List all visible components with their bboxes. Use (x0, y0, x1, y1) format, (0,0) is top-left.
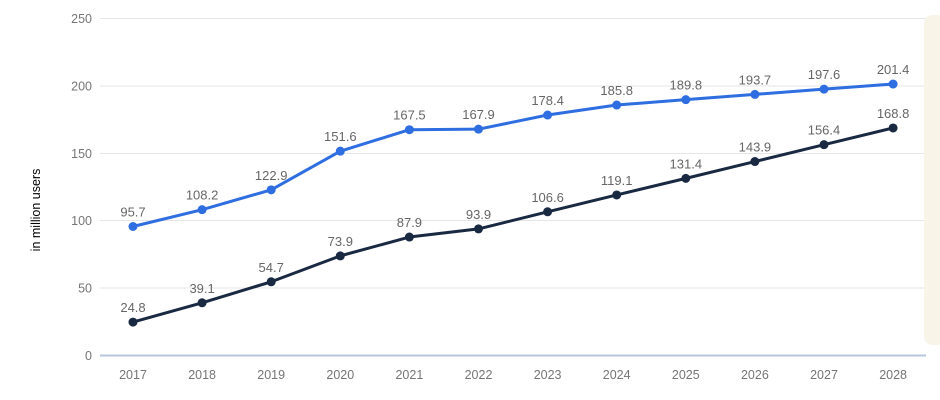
grid-layer (100, 18, 926, 357)
x-tick-label: 2025 (672, 368, 700, 382)
lower-dark-navy-series-point[interactable] (888, 123, 898, 133)
lower-dark-navy-series-point-label: 119.1 (601, 173, 633, 188)
lower-dark-navy-series-point[interactable] (335, 251, 345, 261)
lower-dark-navy-series-line (131, 126, 895, 324)
upper-blue-series-point[interactable] (543, 110, 553, 120)
x-tick-label: 2024 (603, 368, 631, 382)
y-tick-label: 250 (71, 12, 92, 26)
lower-dark-navy-series-point[interactable] (750, 157, 760, 167)
lower-dark-navy-series-point[interactable] (612, 190, 622, 200)
lower-dark-navy-series-point[interactable] (681, 173, 691, 183)
upper-blue-series-line (131, 82, 895, 228)
y-tick-label: 150 (71, 147, 92, 161)
upper-blue-series-point-label: 193.7 (739, 72, 772, 87)
lower-dark-navy-series-point-label: 143.9 (739, 140, 772, 155)
y-tick-label: 0 (85, 349, 92, 363)
x-tick-label: 2021 (395, 368, 423, 382)
lower-dark-navy-series-point-label: 87.9 (397, 215, 422, 230)
x-tick-label: 2022 (465, 368, 493, 382)
lower-dark-navy-series-point[interactable] (543, 207, 553, 217)
lower-dark-navy-series-point-label: 168.8 (877, 106, 910, 121)
upper-blue-series-point-label: 108.2 (186, 188, 219, 203)
lower-dark-navy-series-point-label: 93.9 (466, 207, 491, 222)
upper-blue-series-point[interactable] (197, 205, 207, 215)
lower-dark-navy-series-point-label: 106.6 (531, 190, 564, 205)
upper-blue-series-point[interactable] (266, 185, 276, 195)
upper-blue-series-point-label: 167.5 (393, 108, 426, 123)
upper-blue-series-point-label: 151.6 (324, 129, 357, 144)
upper-blue-series-point-label: 201.4 (877, 62, 910, 77)
upper-blue-series-point-label: 189.8 (670, 78, 703, 93)
y-tick-label: 50 (78, 282, 92, 296)
lower-dark-navy-series-point[interactable] (404, 232, 414, 242)
lower-dark-navy-series-point[interactable] (474, 224, 483, 234)
upper-blue-series-point-label: 185.8 (600, 83, 633, 98)
axis-layer: in million users 0 50 100 150 200 250 2017 2018… (29, 12, 907, 382)
upper-blue-series-point[interactable] (335, 146, 345, 156)
upper-blue-series-point[interactable] (612, 100, 622, 110)
upper-blue-series-point[interactable] (888, 79, 898, 89)
x-tick-label: 2019 (257, 368, 285, 382)
y-tick-label: 100 (71, 214, 92, 228)
upper-blue-series-point-label: 167.9 (462, 107, 495, 122)
lower-dark-navy-series-point[interactable] (266, 277, 276, 287)
lower-dark-navy-series-point[interactable] (197, 298, 207, 308)
upper-blue-series-point[interactable] (819, 84, 829, 94)
upper-blue-series-point[interactable] (681, 95, 691, 105)
x-tick-label: 2017 (119, 368, 147, 382)
page-background-strip (924, 15, 940, 345)
upper-blue-series-point-label: 95.7 (120, 204, 145, 219)
y-axis-title: in million users (29, 169, 43, 252)
upper-blue-series-point[interactable] (474, 124, 483, 134)
lower-dark-navy-series-point-label: 156.4 (808, 123, 841, 138)
x-tick-label: 2023 (534, 368, 562, 382)
lower-dark-navy-series-point-label: 131.4 (670, 156, 703, 171)
lower-dark-navy-series-point[interactable] (128, 317, 138, 327)
series-layer (128, 79, 898, 327)
lower-dark-navy-series-point[interactable] (819, 140, 829, 150)
y-tick-label: 200 (71, 79, 92, 93)
point-label-layer: 95.7 108.2 122.9 151.6 167.5 167.9 178.4 185.8 1… (120, 62, 909, 315)
upper-blue-series-point-label: 122.9 (255, 168, 288, 183)
x-tick-label: 2028 (879, 368, 907, 382)
lower-dark-navy-series-point-label: 54.7 (259, 260, 284, 275)
upper-blue-series-point[interactable] (750, 89, 760, 99)
x-tick-label: 2026 (741, 368, 769, 382)
upper-blue-series-point[interactable] (404, 125, 414, 135)
x-tick-label: 2018 (188, 368, 216, 382)
x-tick-label: 2020 (326, 368, 354, 382)
lower-dark-navy-series-point-label: 39.1 (189, 281, 214, 296)
lower-dark-navy-series-point-label: 73.9 (328, 234, 353, 249)
upper-blue-series-point-label: 197.6 (808, 67, 841, 82)
lower-dark-navy-series-point-label: 24.8 (120, 300, 145, 315)
upper-blue-series-point[interactable] (128, 221, 138, 231)
x-tick-label: 2027 (810, 368, 838, 382)
upper-blue-series-point-label: 178.4 (531, 93, 564, 108)
